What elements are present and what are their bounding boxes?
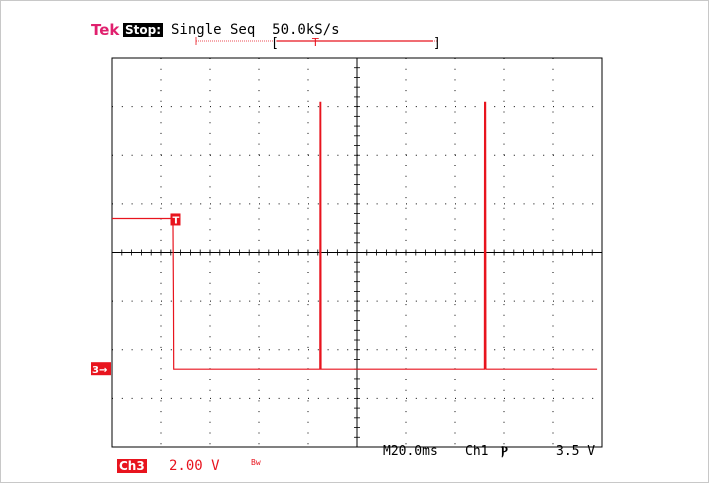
trigger-level-marker: T	[172, 215, 179, 226]
ground-reference-marker: 3→	[92, 365, 107, 376]
channel-trace	[112, 101, 598, 370]
record-window-open: [	[271, 36, 279, 51]
channel-badge: Ch3	[117, 459, 147, 473]
record-trigger-marker: T	[311, 36, 319, 49]
record-window-close: ]	[433, 36, 441, 51]
trigger-source-label: Ch1	[465, 444, 489, 459]
trigger-slope-icon: Ⲣ	[501, 444, 508, 459]
trigger-level-label: 3.5 V	[556, 444, 596, 459]
channel-scale-label: 2.00 V	[169, 458, 220, 474]
bandwidth-limit-mark: Bw	[251, 458, 261, 467]
acquisition-state-badge: Stop:	[123, 23, 164, 37]
trigger-level-marker-box	[170, 213, 181, 226]
timebase-label: M20.0ms	[383, 444, 438, 459]
acquisition-mode-label: Single Seq 50.0kS/s	[171, 22, 340, 38]
ground-reference-box	[91, 362, 111, 376]
brand-label: Tek	[91, 21, 120, 39]
